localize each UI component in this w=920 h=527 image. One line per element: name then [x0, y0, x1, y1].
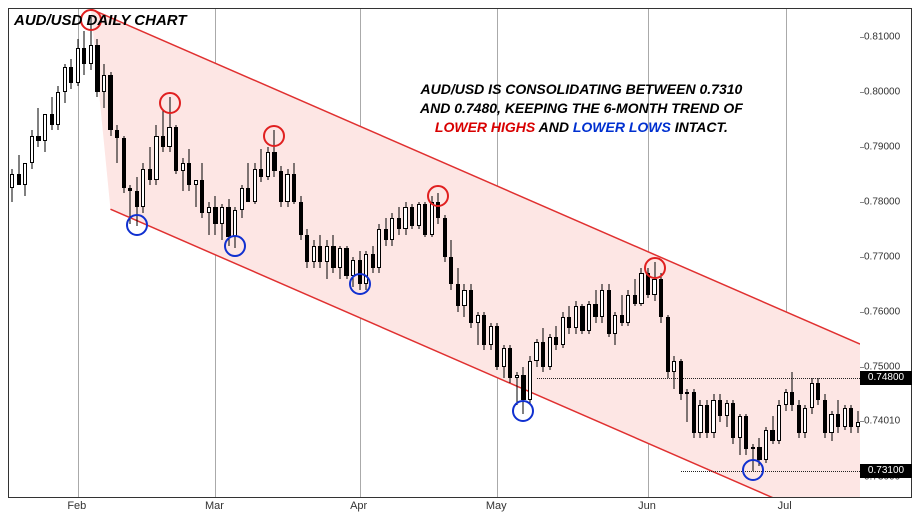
anno-end: INTACT.	[671, 119, 728, 135]
x-axis: Feb Mar Apr May Jun Jul	[8, 498, 860, 520]
lower-low-marker	[126, 214, 148, 236]
month-label: Jul	[778, 500, 792, 512]
y-tick-label: 0.76000	[864, 306, 900, 317]
month-label: Mar	[205, 500, 224, 512]
month-label: May	[486, 500, 507, 512]
price-level-line	[681, 471, 860, 472]
chart-annotation: AUD/USD IS CONSOLIDATING BETWEEN 0.7310 …	[420, 80, 743, 137]
price-tag: 0.73100	[860, 464, 912, 478]
lower-high-marker	[159, 92, 181, 114]
y-tick-label: 0.74010	[864, 416, 900, 427]
anno-mid: AND	[535, 119, 573, 135]
month-label: Feb	[67, 500, 86, 512]
lower-high-marker	[263, 125, 285, 147]
chart-title: AUD/USD DAILY CHART	[14, 12, 187, 29]
y-tick-label: 0.78000	[864, 196, 900, 207]
lower-low-marker	[349, 273, 371, 295]
lower-high-marker	[644, 257, 666, 279]
anno-lower-highs: LOWER HIGHS	[435, 119, 535, 135]
anno-line2: AND 0.7480, KEEPING THE 6-MONTH TREND OF	[420, 100, 743, 116]
lower-low-marker	[512, 400, 534, 422]
price-tag: 0.74800	[860, 371, 912, 385]
lower-low-marker	[742, 459, 764, 481]
y-tick-label: 0.77000	[864, 251, 900, 262]
y-axis: 0.730000.740100.750000.760000.770000.780…	[860, 8, 912, 498]
y-tick-label: 0.80000	[864, 86, 900, 97]
month-gridline	[215, 9, 216, 497]
lower-high-marker	[427, 185, 449, 207]
chart-container: AUD/USD DAILY CHART AUD/USD IS CONSOLIDA…	[0, 0, 920, 527]
y-tick-label: 0.81000	[864, 31, 900, 42]
anno-lower-lows: LOWER LOWS	[573, 119, 671, 135]
anno-line1: AUD/USD IS CONSOLIDATING BETWEEN 0.7310	[421, 81, 743, 97]
y-tick-label: 0.79000	[864, 141, 900, 152]
month-gridline	[786, 9, 787, 497]
month-label: Jun	[638, 500, 656, 512]
month-label: Apr	[350, 500, 367, 512]
lower-low-marker	[224, 235, 246, 257]
